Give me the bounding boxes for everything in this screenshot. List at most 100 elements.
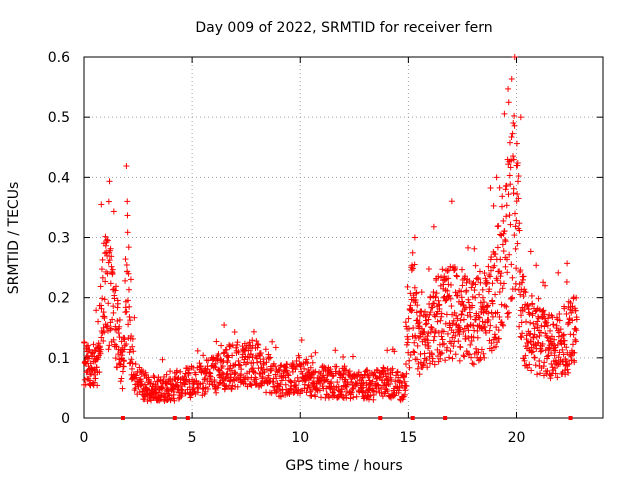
data-point — [490, 202, 497, 209]
data-point — [460, 352, 467, 359]
data-point — [450, 343, 457, 350]
data-point — [559, 346, 566, 353]
data-point — [202, 375, 209, 382]
data-point — [415, 322, 422, 329]
data-point — [122, 304, 129, 311]
data-point — [515, 195, 522, 202]
data-point — [108, 263, 115, 270]
data-point — [503, 202, 510, 209]
data-point — [120, 363, 127, 370]
data-point — [427, 329, 434, 336]
data-point — [125, 286, 132, 293]
data-point — [433, 290, 440, 297]
data-point — [438, 333, 445, 340]
data-point — [98, 266, 105, 273]
data-point — [171, 397, 178, 404]
data-point — [363, 382, 370, 389]
data-point — [457, 326, 464, 333]
data-point — [570, 331, 577, 338]
data-point — [180, 377, 187, 384]
data-point — [116, 323, 123, 330]
zero-marker — [172, 416, 177, 420]
data-point — [464, 350, 471, 357]
data-point — [479, 294, 486, 301]
data-point — [513, 265, 520, 272]
data-point — [109, 316, 116, 323]
data-point — [563, 358, 570, 365]
data-point — [548, 333, 555, 340]
data-point — [447, 295, 454, 302]
data-point — [272, 344, 279, 351]
data-point — [125, 270, 132, 277]
data-point — [433, 311, 440, 318]
data-point — [547, 327, 554, 334]
data-point — [99, 274, 106, 281]
data-point — [460, 328, 467, 335]
data-point — [448, 303, 455, 310]
data-point — [489, 313, 496, 320]
data-point — [408, 307, 415, 314]
data-point — [175, 395, 182, 402]
data-point — [522, 352, 529, 359]
data-point — [389, 365, 396, 372]
data-point — [228, 386, 235, 393]
data-point — [514, 240, 521, 247]
data-point — [425, 316, 432, 323]
data-point — [126, 303, 133, 310]
data-point — [102, 242, 109, 249]
data-point — [197, 363, 204, 370]
data-point — [429, 355, 436, 362]
data-point — [386, 380, 393, 387]
y-tick-labels: 0 0.1 0.2 0.3 0.4 0.5 0.6 — [48, 50, 70, 427]
data-point — [308, 353, 315, 360]
y-tick-label: 0 — [61, 411, 70, 427]
data-point — [563, 278, 570, 285]
data-point — [518, 279, 525, 286]
data-point — [197, 363, 204, 370]
data-point — [107, 280, 114, 287]
data-point — [530, 334, 537, 341]
data-point — [444, 344, 451, 351]
x-tick-labels: 0 5 10 15 20 — [80, 430, 526, 446]
data-point — [514, 160, 521, 167]
data-point — [572, 338, 579, 345]
data-point — [557, 339, 564, 346]
data-point — [488, 347, 495, 354]
data-point — [109, 266, 116, 273]
data-point — [216, 380, 223, 387]
data-point — [215, 351, 222, 358]
data-point — [230, 376, 237, 383]
data-point — [94, 382, 101, 389]
data-point — [101, 296, 108, 303]
data-point — [488, 340, 495, 347]
data-point — [462, 273, 469, 280]
data-point — [407, 351, 414, 358]
data-point — [129, 360, 136, 367]
data-point — [481, 299, 488, 306]
data-point — [540, 279, 547, 286]
data-point — [472, 316, 479, 323]
data-point — [573, 327, 580, 334]
data-point — [133, 372, 140, 379]
data-point — [551, 365, 558, 372]
data-point — [460, 316, 467, 323]
data-point — [445, 281, 452, 288]
data-point — [512, 245, 519, 252]
data-point — [482, 275, 489, 282]
data-point — [523, 318, 530, 325]
data-point — [349, 385, 356, 392]
data-point — [332, 347, 339, 354]
data-point — [367, 392, 374, 399]
data-point — [436, 305, 443, 312]
data-point — [517, 333, 524, 340]
data-point — [105, 198, 112, 205]
data-point — [110, 303, 117, 310]
data-point — [465, 244, 472, 251]
data-point — [554, 374, 561, 381]
data-point — [402, 361, 409, 368]
data-point — [556, 317, 563, 324]
data-point — [100, 309, 107, 316]
data-point — [468, 284, 475, 291]
data-point — [373, 366, 380, 373]
